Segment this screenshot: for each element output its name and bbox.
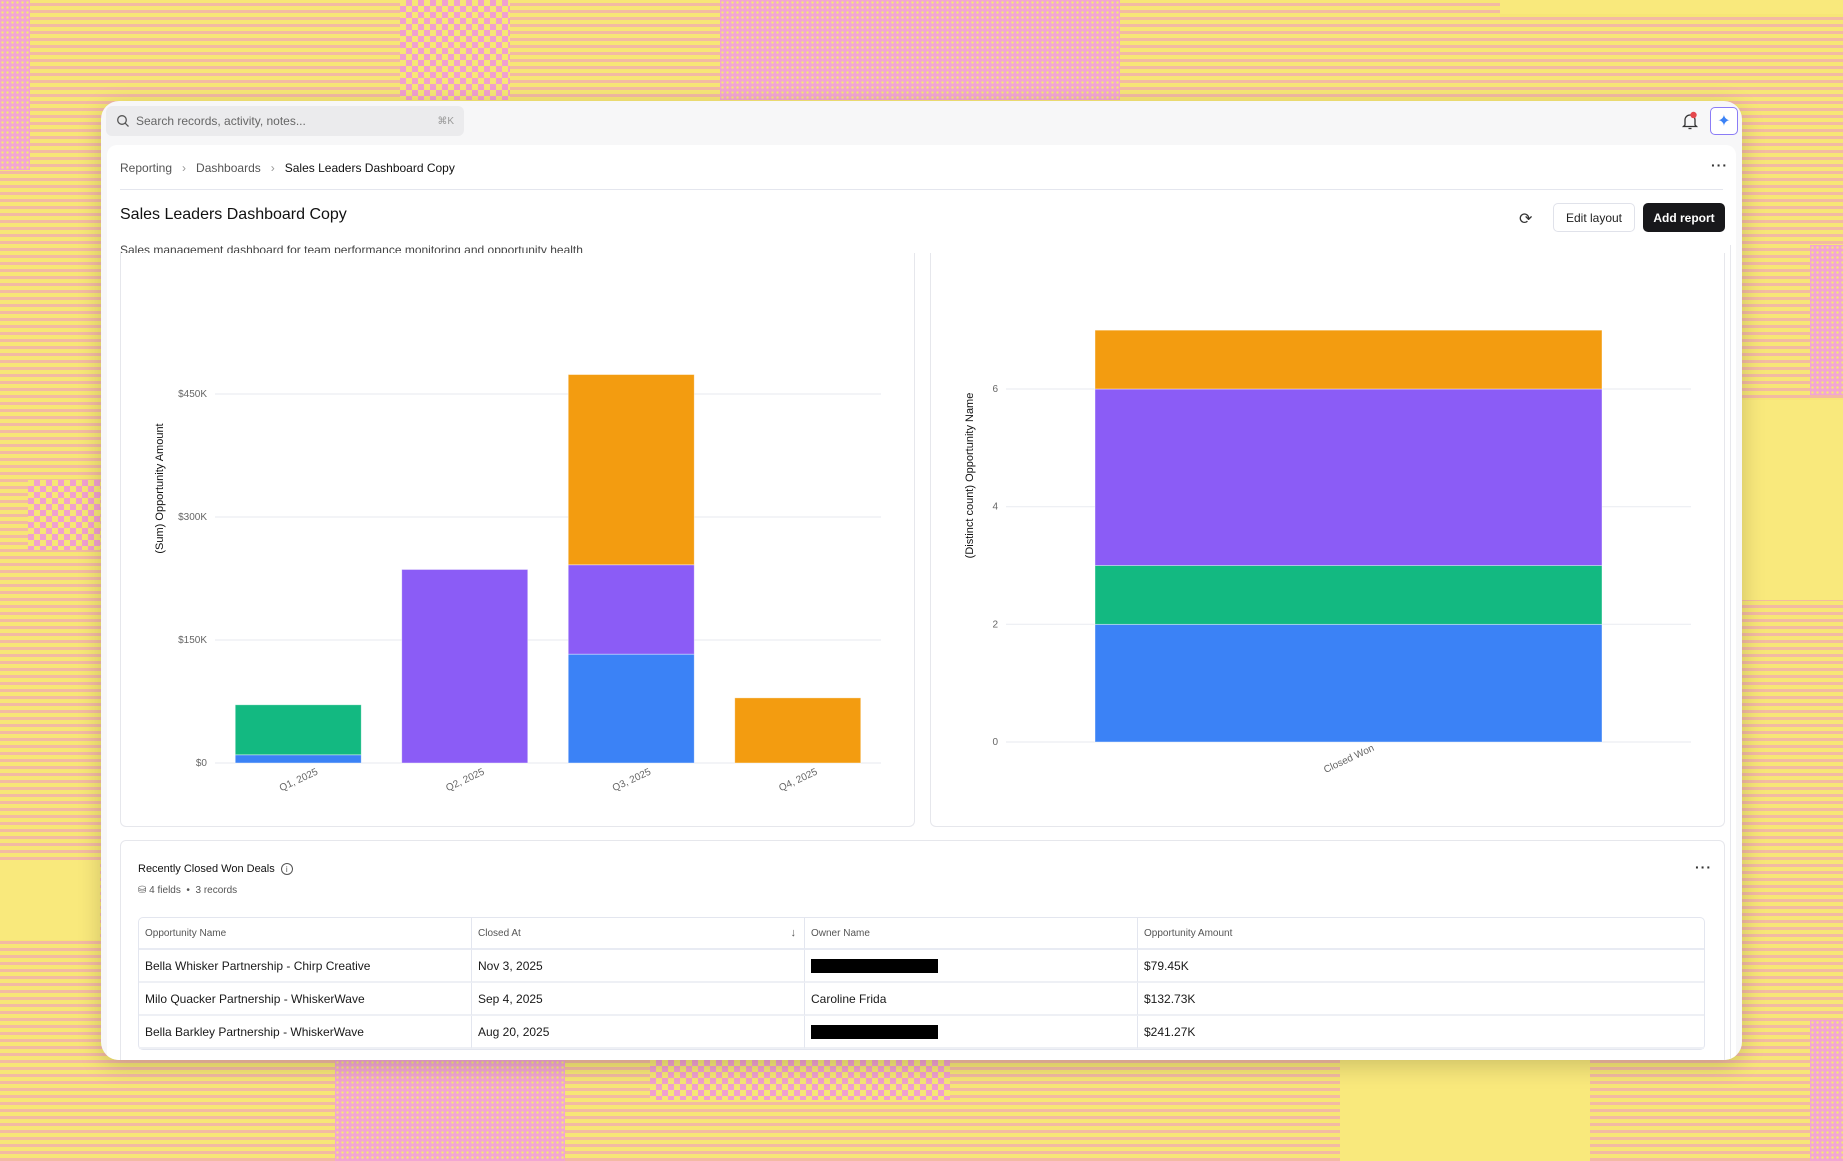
cell-owner: Caroline Frida	[805, 983, 1138, 1016]
cell-closed: Nov 3, 2025	[472, 950, 805, 983]
table-row[interactable]: Bella Whisker Partnership - Chirp Creati…	[139, 950, 1704, 983]
search-shortcut: ⌘K	[437, 115, 454, 127]
background-block	[1340, 1060, 1590, 1161]
background-block	[400, 0, 510, 100]
chart-card-amount-by-quarter: $0 $150K $300K $450K Q1, 2025 Q2, 2025 Q3, 202…	[120, 253, 915, 827]
y-axis-label: (Sum) Opportunity Amount	[154, 423, 166, 553]
search-placeholder: Search records, activity, notes...	[136, 114, 306, 128]
redacted-owner	[811, 958, 938, 973]
cell-closed: Sep 4, 2025	[472, 983, 805, 1016]
y-tick-label: $300K	[178, 512, 207, 523]
sparkle-icon: ✦	[1717, 113, 1731, 130]
background-block	[0, 860, 100, 940]
more-options-icon[interactable]: ···	[1711, 157, 1728, 173]
app-window: Search records, activity, notes... ⌘K ✦ …	[101, 101, 1742, 1060]
bar-segment	[1094, 623, 1603, 743]
bar-segment	[567, 564, 695, 655]
chevron-right-icon: ›	[182, 161, 187, 175]
background-block	[0, 0, 30, 170]
cell-name: Milo Quacker Partnership - WhiskerWave	[139, 983, 472, 1016]
x-tick-label: Q2, 2025	[444, 766, 486, 794]
breadcrumb-dashboards[interactable]: Dashboards	[196, 161, 261, 175]
bar-segment	[567, 653, 695, 764]
bar-segment	[234, 704, 362, 756]
y-axis-label: (Distinct count) Opportunity Name	[964, 393, 976, 559]
cell-owner	[805, 1016, 1138, 1049]
table-meta: ⛁ 4 fields • 3 records	[138, 885, 238, 896]
info-icon[interactable]: i	[280, 863, 293, 875]
cell-amount: $79.45K	[1138, 950, 1704, 983]
background-block	[1810, 1020, 1843, 1161]
background-block	[1810, 245, 1843, 395]
deals-table: Opportunity Name Closed At ↓ Owner Name O…	[138, 917, 1705, 1050]
ai-assistant-button[interactable]: ✦	[1710, 107, 1738, 135]
breadcrumb-current: Sales Leaders Dashboard Copy	[284, 161, 455, 175]
cell-name: Bella Whisker Partnership - Chirp Creati…	[139, 950, 472, 983]
x-tick-label: Q4, 2025	[777, 766, 819, 794]
search-bar[interactable]: Search records, activity, notes... ⌘K	[106, 106, 464, 136]
column-header[interactable]: Owner Name	[805, 918, 1138, 950]
background-block	[650, 1060, 950, 1100]
column-header[interactable]: Opportunity Name	[139, 918, 472, 950]
edit-layout-button[interactable]: Edit layout	[1553, 203, 1635, 232]
table-card-title: Recently Closed Won Deals	[138, 863, 275, 875]
y-tick-label: 6	[992, 384, 998, 395]
bar-segment	[1094, 388, 1603, 566]
chevron-right-icon: ›	[270, 161, 275, 175]
y-tick-label: $150K	[178, 635, 207, 646]
column-header[interactable]: Closed At ↓	[472, 918, 805, 950]
bar-segment	[1094, 565, 1603, 625]
bar-segment	[234, 754, 362, 764]
refresh-icon[interactable]: ⟳	[1519, 211, 1533, 228]
bar-segment	[567, 374, 695, 566]
more-options-icon[interactable]: ···	[1695, 859, 1712, 875]
cell-owner	[805, 950, 1138, 983]
scrollbar[interactable]	[1730, 245, 1731, 1060]
column-header[interactable]: Opportunity Amount	[1138, 918, 1704, 950]
bar-segment	[401, 569, 529, 764]
breadcrumb-reporting[interactable]: Reporting	[120, 161, 173, 175]
page-title: Sales Leaders Dashboard Copy	[120, 206, 347, 223]
y-tick-label: 2	[992, 619, 998, 630]
bar-chart: $0 $150K $300K $450K Q1, 2025 Q2, 2025 Q3, 202…	[154, 374, 881, 794]
x-tick-label: Q1, 2025	[278, 766, 320, 794]
bar-segment	[734, 697, 862, 764]
database-icon: ⛁	[138, 885, 147, 896]
sort-descending-icon[interactable]: ↓	[790, 927, 797, 939]
x-tick-label: Closed Won	[1322, 743, 1376, 776]
breadcrumb: Reporting › Dashboards › Sales Leaders D…	[120, 161, 455, 175]
cell-closed: Aug 20, 2025	[472, 1016, 805, 1049]
search-icon	[117, 115, 129, 127]
background-block	[1742, 400, 1843, 600]
redacted-owner	[811, 1024, 938, 1039]
y-tick-label: 4	[992, 502, 998, 513]
bar-segment	[1094, 329, 1603, 390]
table-row[interactable]: Bella Barkley Partnership - WhiskerWave A…	[139, 1016, 1704, 1049]
divider	[120, 189, 1723, 190]
add-report-button[interactable]: Add report	[1643, 203, 1725, 232]
background-block	[28, 480, 100, 550]
dashboard-panel: Reporting › Dashboards › Sales Leaders D…	[107, 145, 1736, 1060]
cell-amount: $132.73K	[1138, 983, 1704, 1016]
background-block	[1500, 0, 1843, 14]
table-card: Recently Closed Won Deals i ··· ⛁ 4 field…	[120, 840, 1725, 1060]
background-block	[335, 1060, 565, 1161]
y-tick-label: $450K	[178, 389, 207, 400]
bell-icon[interactable]	[1681, 111, 1699, 131]
cell-name: Bella Barkley Partnership - WhiskerWave	[139, 1016, 472, 1049]
record-count: 3 records	[195, 885, 238, 896]
background-block	[720, 0, 1120, 100]
field-count: 4 fields	[149, 885, 181, 896]
cell-amount: $241.27K	[1138, 1016, 1704, 1049]
x-tick-label: Q3, 2025	[611, 766, 653, 794]
column-header-label: Closed At	[478, 927, 521, 939]
y-tick-label: $0	[196, 758, 208, 769]
table-row[interactable]: Milo Quacker Partnership - WhiskerWave Se…	[139, 983, 1704, 1016]
y-tick-label: 0	[992, 737, 998, 748]
